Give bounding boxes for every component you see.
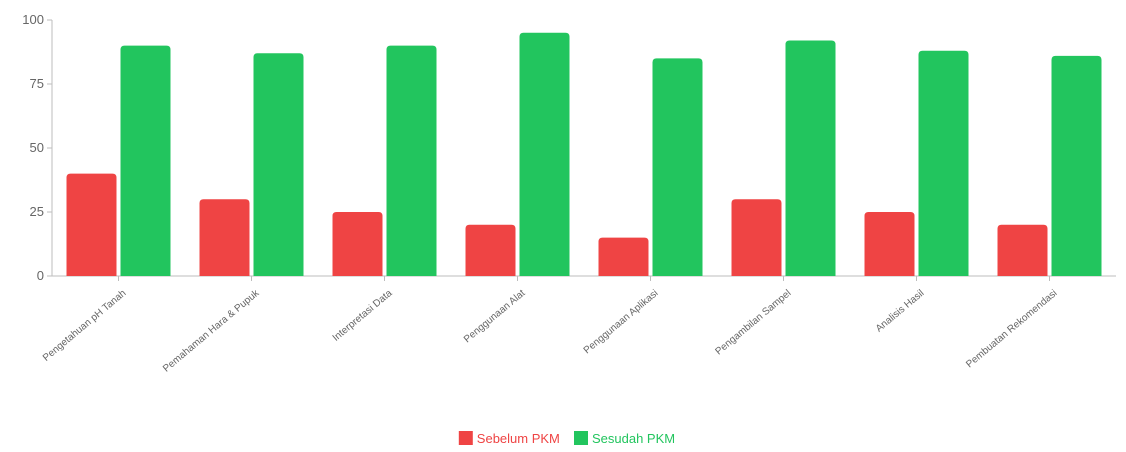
x-tick-label: Interpretasi Data [331, 288, 395, 344]
legend-label-0[interactable]: Sebelum PKM [477, 431, 560, 446]
y-tick-label: 100 [22, 12, 44, 27]
x-tick-label: Penggunaan Aplikasi [582, 288, 661, 356]
legend-swatch-0[interactable] [458, 431, 473, 445]
bar-sebelum-2[interactable]: Interpretasi Data — Sebelum PKM: 25 [332, 212, 383, 276]
bar-sesudah-7[interactable]: Pembuatan Rekomendasi — Sesudah PKM: 86 [1051, 55, 1102, 277]
y-tick-label: 25 [30, 204, 44, 219]
bar-sesudah-0[interactable]: Pengetahuan pH Tanah — Sesudah PKM: 90 [120, 45, 171, 276]
bar-sebelum-3[interactable]: Penggunaan Alat — Sebelum PKM: 20 [465, 224, 516, 276]
bar-sebelum-6[interactable]: Analisis Hasil — Sebelum PKM: 25 [864, 212, 915, 276]
x-tick-label: Pembuatan Rekomendasi [964, 288, 1059, 370]
x-tick-label: Pengambilan Sampel [714, 288, 794, 358]
y-tick-label: 75 [30, 76, 44, 91]
bar-sebelum-1[interactable]: Pemahaman Hara & Pupuk — Sebelum PKM: 30 [199, 199, 250, 276]
labels-layer: Pengetahuan pH Tanah Pemahaman Hara & Pup… [41, 287, 1059, 374]
bar-sesudah-5[interactable]: Pengambilan Sampel — Sesudah PKM: 92 [785, 40, 836, 277]
x-tick-label: Penggunaan Alat [462, 288, 528, 346]
bar-sebelum-4[interactable]: Penggunaan Aplikasi — Sebelum PKM: 15 [598, 237, 649, 276]
legend-swatch-1[interactable] [574, 431, 588, 445]
bar-sesudah-1[interactable]: Pemahaman Hara & Pupuk — Sesudah PKM: 87 [253, 53, 304, 276]
legend[interactable]: Sebelum PKM Sesudah PKM [458, 431, 675, 446]
bars-layer: Pengetahuan pH Tanah — Sebelum PKM: 40Pe… [66, 32, 1102, 277]
y-tick-label: 0 [37, 268, 44, 283]
x-tick-label: Analisis Hasil [874, 288, 927, 335]
legend-label-1[interactable]: Sesudah PKM [592, 431, 675, 446]
bar-sebelum-7[interactable]: Pembuatan Rekomendasi — Sebelum PKM: 20 [997, 224, 1048, 276]
bar-sesudah-6[interactable]: Analisis Hasil — Sesudah PKM: 88 [918, 50, 969, 276]
y-tick-label: 50 [30, 140, 44, 155]
x-tick-label: Pengetahuan pH Tanah [41, 288, 128, 364]
bar-sesudah-2[interactable]: Interpretasi Data — Sesudah PKM: 90 [386, 45, 437, 276]
bar-sesudah-4[interactable]: Penggunaan Aplikasi — Sesudah PKM: 85 [652, 58, 703, 277]
x-tick-label: Pemahaman Hara & Pupuk [161, 287, 262, 374]
bar-sebelum-5[interactable]: Pengambilan Sampel — Sebelum PKM: 30 [731, 199, 782, 276]
bar-sesudah-3[interactable]: Penggunaan Alat — Sesudah PKM: 95 [519, 32, 570, 276]
bar-sebelum-0[interactable]: Pengetahuan pH Tanah — Sebelum PKM: 40 [66, 173, 117, 276]
